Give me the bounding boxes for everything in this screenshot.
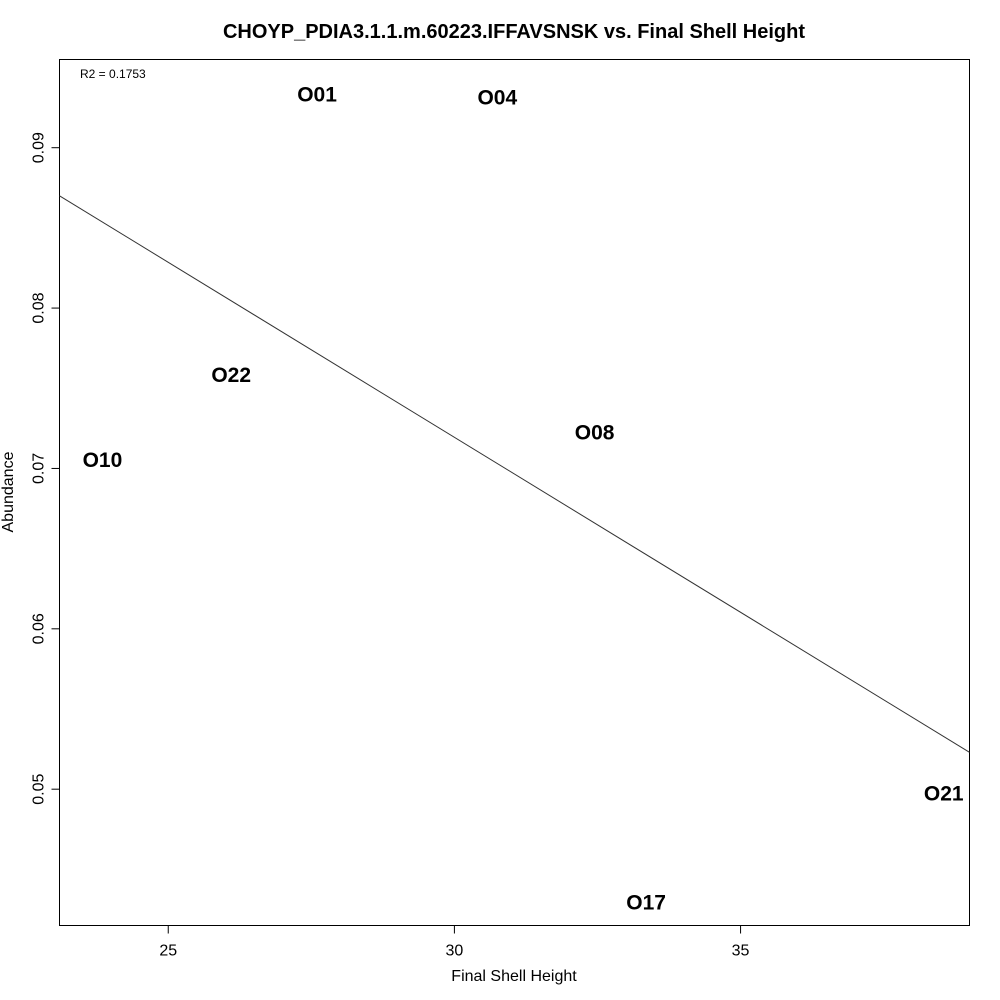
x-tick-label: 30: [446, 943, 464, 960]
r2-annotation: R2 = 0.1753: [80, 67, 146, 81]
y-axis: 0.05 0.06 0.07 0.08 0.09: [31, 132, 60, 805]
point-label: O17: [626, 892, 666, 915]
points-layer: O01 O04 O22 O08 O10 O21 O17: [83, 83, 964, 914]
regression-line: [59, 195, 970, 753]
regression-layer: [59, 195, 970, 753]
x-axis-title: Final Shell Height: [451, 968, 577, 985]
x-tick-label: 25: [159, 943, 177, 960]
y-tick-label: 0.09: [31, 132, 48, 163]
point-label: O21: [924, 782, 964, 805]
y-axis-title: Abundance: [0, 451, 17, 532]
point-label: O04: [477, 86, 517, 109]
point-label: O10: [83, 449, 123, 472]
y-tick-label: 0.06: [31, 613, 48, 644]
point-label: O22: [211, 364, 251, 387]
y-tick-label: 0.08: [31, 292, 48, 323]
y-tick-label: 0.07: [31, 453, 48, 484]
x-tick-label: 35: [732, 943, 750, 960]
x-axis: 25 30 35: [159, 925, 750, 960]
plot-frame: [59, 59, 970, 926]
chart-title: CHOYP_PDIA3.1.1.m.60223.IFFAVSNSK vs. Fi…: [223, 21, 805, 43]
y-tick-label: 0.05: [31, 774, 48, 805]
point-label: O08: [575, 422, 615, 445]
point-label: O01: [297, 83, 337, 106]
